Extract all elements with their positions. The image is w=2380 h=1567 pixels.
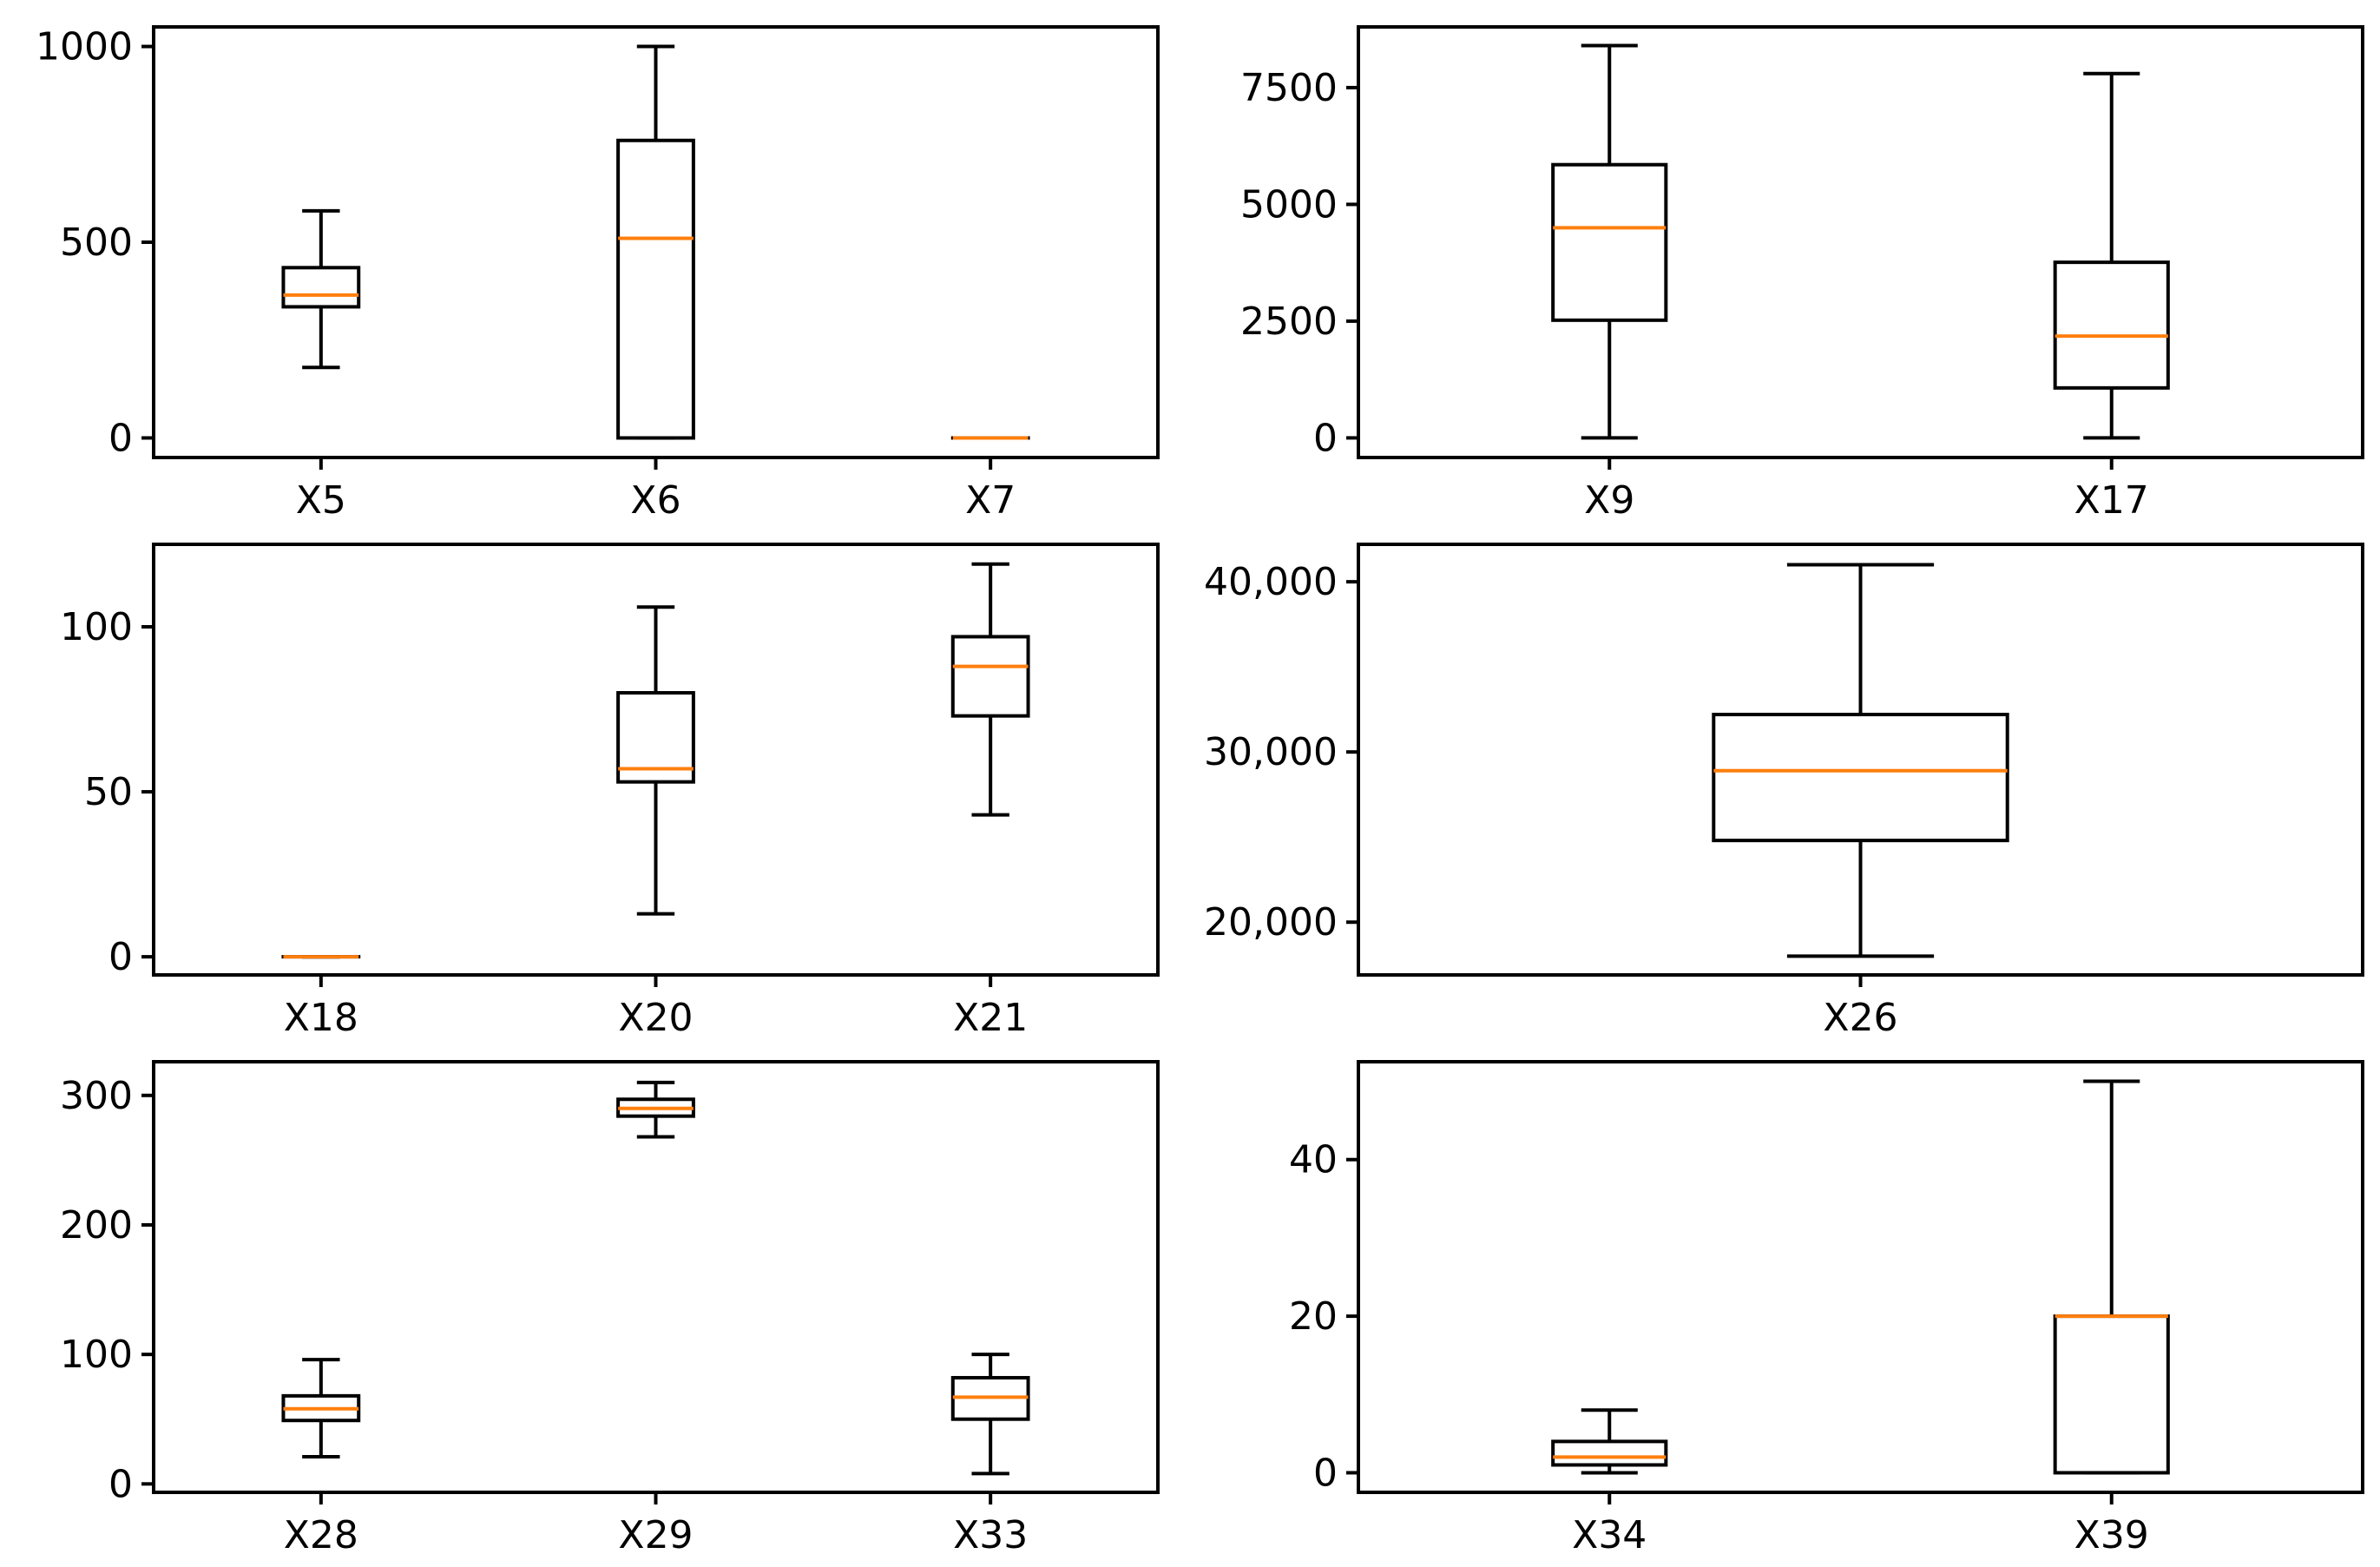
box — [281, 266, 361, 309]
y-tick-label: 0 — [1313, 416, 1338, 460]
x-tick-label: X29 — [618, 1513, 693, 1557]
x-tick-label: X28 — [284, 1513, 358, 1557]
y-tick-label: 0 — [108, 935, 133, 979]
x-tick-label: X6 — [630, 478, 680, 523]
y-tick-label: 40 — [1289, 1138, 1338, 1182]
subplot-4: 20,000 30,000 40,000 X26 — [1204, 543, 2364, 1040]
subplot-3: 0 50 100 X18 X20 X21 — [60, 543, 1160, 1040]
y-tick-label: 30,000 — [1204, 730, 1338, 774]
x-tick-label: X39 — [2074, 1513, 2149, 1557]
x-tick-label: X26 — [1823, 996, 1897, 1040]
x-tick-label: X33 — [953, 1513, 1028, 1557]
box — [1551, 162, 1668, 322]
box — [2053, 260, 2170, 390]
axes-frame — [1357, 543, 2364, 977]
x-tick-label: X5 — [296, 478, 346, 523]
y-tick-label: 50 — [84, 770, 133, 814]
axes-frame — [152, 1060, 1160, 1494]
x-tick-label: X20 — [618, 996, 693, 1040]
axes-frame — [152, 25, 1160, 459]
subplot-5: 0 100 200 300 X28 X29 X33 — [60, 1060, 1160, 1557]
y-tick-label: 0 — [1313, 1451, 1338, 1495]
box — [1551, 1439, 1668, 1467]
y-tick-label: 7500 — [1240, 66, 1338, 110]
y-tick-label: 300 — [60, 1074, 133, 1118]
y-tick-label: 500 — [60, 221, 133, 265]
y-tick-label: 20 — [1289, 1294, 1338, 1339]
y-tick-label: 0 — [108, 416, 133, 460]
axes-frame — [152, 543, 1160, 977]
box — [950, 635, 1030, 718]
x-tick-label: X17 — [2074, 478, 2149, 523]
y-tick-label: 100 — [60, 605, 133, 649]
y-tick-label: 100 — [60, 1333, 133, 1377]
y-tick-label: 1000 — [36, 25, 133, 69]
y-tick-label: 200 — [60, 1203, 133, 1248]
axes-frame — [1357, 25, 2364, 459]
subplot-2: 0 2500 5000 7500 X9 X17 — [1240, 25, 2364, 523]
x-tick-label: X7 — [965, 478, 1016, 523]
box — [616, 138, 695, 440]
axes-frame — [1357, 1060, 2364, 1494]
y-tick-label: 40,000 — [1204, 560, 1338, 604]
box — [616, 691, 695, 784]
y-tick-label: 2500 — [1240, 300, 1338, 344]
y-tick-label: 0 — [108, 1462, 133, 1506]
box — [1712, 713, 2009, 843]
x-tick-label: X34 — [1572, 1513, 1647, 1557]
y-tick-label: 20,000 — [1204, 900, 1338, 945]
x-tick-label: X18 — [284, 996, 358, 1040]
subplot-1: 0 500 1000 X5 X6 X7 — [36, 25, 1160, 523]
y-tick-label: 5000 — [1240, 182, 1338, 227]
x-tick-label: X9 — [1584, 478, 1634, 523]
subplot-6: 0 20 40 X34 X39 — [1289, 1060, 2364, 1557]
x-tick-label: X21 — [953, 996, 1028, 1040]
